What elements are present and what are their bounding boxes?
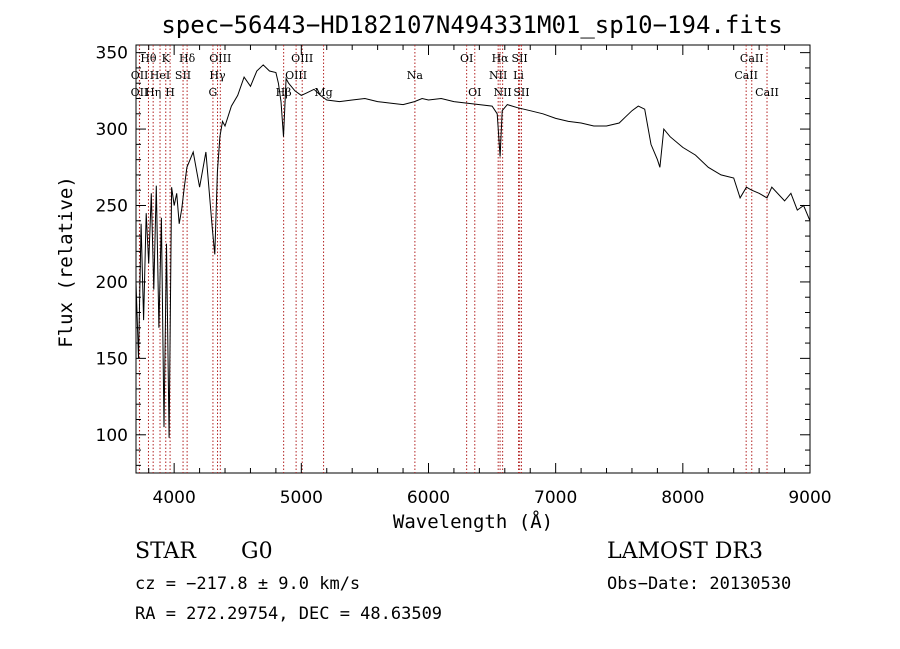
marker-label: NII — [493, 86, 511, 99]
marker-label: Mg — [314, 86, 332, 99]
marker-label: K — [162, 52, 171, 65]
marker-label: OIII — [209, 52, 231, 65]
marker-label: Hβ — [276, 86, 292, 99]
marker-label: Hθ — [140, 52, 157, 65]
y-tick-label: 350 — [96, 44, 128, 64]
x-tick-label: 4000 — [153, 488, 196, 508]
marker-label: Hη — [145, 86, 161, 99]
y-tick-label: 200 — [96, 273, 128, 293]
x-tick-label: 9000 — [788, 488, 831, 508]
x-tick-label: 6000 — [407, 488, 450, 508]
x-axis-label: Wavelength (Å) — [393, 510, 553, 533]
x-axis-ticks: 4000 5000 6000 7000 8000 9000 — [148, 45, 832, 508]
marker-label: SII — [512, 52, 528, 65]
line-marker-labels: OIIHθOIIHηHeIKHSIIHδGHγOIIIHβOIIIOIIIMgN… — [131, 52, 779, 99]
marker-label: Hα — [492, 52, 510, 65]
subclass: G0 — [241, 539, 273, 564]
marker-label: OI — [460, 52, 473, 65]
x-tick-label: 8000 — [661, 488, 704, 508]
y-tick-label: 250 — [96, 197, 128, 217]
marker-label: G — [209, 86, 218, 99]
y-axis-label: Flux (relative) — [55, 176, 77, 348]
line-markers — [138, 45, 768, 473]
y-tick-label: 300 — [96, 120, 128, 140]
marker-label: HeI — [150, 69, 170, 82]
marker-label: OII — [131, 86, 149, 99]
marker-label: SII — [175, 69, 191, 82]
marker-label: SII — [513, 86, 529, 99]
marker-label: NII — [489, 69, 507, 82]
marker-label: OII — [131, 69, 149, 82]
marker-label: Hδ — [179, 52, 196, 65]
x-tick-label: 5000 — [280, 488, 323, 508]
marker-label: Na — [407, 69, 424, 82]
survey-name: LAMOST DR3 — [607, 539, 763, 564]
object-class: STAR — [135, 539, 197, 564]
y-tick-label: 150 — [96, 349, 128, 369]
marker-label: CaII — [755, 86, 779, 99]
redshift-readout: cz = −217.8 ± 9.0 km/s — [135, 574, 360, 594]
marker-label: OI — [468, 86, 481, 99]
marker-label: OIII — [291, 52, 313, 65]
marker-label: CaII — [734, 69, 758, 82]
y-axis-ticks: 100 150 200 250 300 350 — [96, 44, 810, 466]
marker-label: Hγ — [209, 69, 226, 82]
obs-date: Obs−Date: 20130530 — [607, 574, 791, 594]
spectrum-line — [135, 64, 811, 438]
chart-title: spec−56443−HD182107N494331M01_sp10−194.f… — [161, 11, 782, 39]
marker-label: CaII — [740, 52, 764, 65]
x-tick-label: 7000 — [534, 488, 577, 508]
coordinates: RA = 272.29754, DEC = 48.63509 — [135, 604, 442, 624]
marker-label: H — [165, 86, 175, 99]
plot-frame — [135, 44, 811, 474]
marker-label: Li — [513, 69, 524, 82]
y-tick-label: 100 — [96, 426, 128, 446]
marker-label: OIII — [285, 69, 307, 82]
